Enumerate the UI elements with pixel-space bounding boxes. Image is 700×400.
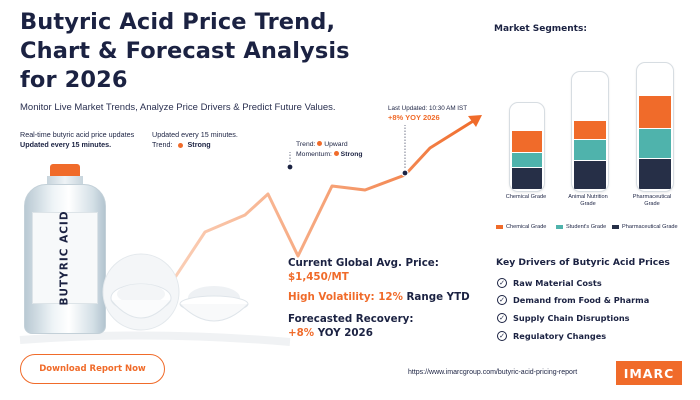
segments-title: Market Segments: <box>494 24 587 34</box>
segment-label-1-line2: Grade <box>580 200 596 207</box>
driver-label: Regulatory Changes <box>513 331 607 341</box>
trend-annotation: Trend: Upward Momentum: Strong <box>296 140 363 159</box>
segment-label-chemical: Chemical Grade <box>494 194 558 201</box>
realtime-line-2: Updated every 15 minutes. <box>20 140 112 149</box>
volatility-label: High Volatility: 12% <box>288 291 403 303</box>
imarc-logo: IMARC <box>616 361 682 385</box>
segment-fill-n <box>574 161 606 189</box>
update-trend-value: Strong <box>187 140 211 149</box>
trend-arrowhead-icon <box>468 115 482 127</box>
segment-fill-t <box>574 140 606 160</box>
title-line-3: for 2026 <box>20 67 128 93</box>
legend-swatch-student <box>556 225 563 229</box>
trend-marker-2 <box>401 169 409 177</box>
realtime-note: Real-time butyric acid price updates Upd… <box>20 130 134 150</box>
crystal-bowl-image <box>179 286 249 322</box>
segment-fill-t <box>512 153 542 167</box>
driver-item: ✓ Demand from Food & Pharma <box>497 295 649 305</box>
bottle-label: BUTYRIC ACID <box>32 210 98 306</box>
segment-label-animal-nutrition: Animal Nutrition Grade <box>556 194 620 207</box>
current-price-value: $1,450/MT <box>288 271 349 283</box>
update-trend-row: Trend: Strong <box>152 140 238 150</box>
trend-annotation-line-1: Trend: Upward <box>296 140 363 150</box>
trend-annotation-label: Trend: <box>296 141 316 148</box>
segment-fill-n <box>639 159 671 189</box>
momentum-label: Momentum: <box>296 150 332 158</box>
price-summary: Current Global Avg. Price: $1,450/MT Hig… <box>288 256 470 340</box>
recovery-label: Forecasted Recovery: <box>288 313 414 325</box>
check-circle-icon: ✓ <box>497 313 507 323</box>
segment-fill-o <box>639 96 671 128</box>
legend-swatch-chemical <box>496 225 503 229</box>
volatility-suffix: Range YTD <box>406 291 470 303</box>
momentum-value: Strong <box>340 150 363 158</box>
volatility-row: High Volatility: 12% Range YTD <box>288 290 470 304</box>
bottle-label-text: BUTYRIC ACID <box>59 210 72 306</box>
realtime-line-1: Real-time butyric acid price updates <box>20 130 135 139</box>
legend-label-chemical: Chemical Grade <box>506 224 547 230</box>
report-url-link[interactable]: https://www.imarcgroup.com/butyric-acid-… <box>408 369 578 376</box>
momentum-dot-icon <box>333 150 339 156</box>
driver-item: ✓ Raw Material Costs <box>497 278 602 288</box>
segment-fill-t <box>639 129 671 158</box>
check-circle-icon: ✓ <box>497 331 507 341</box>
recovery-suffix: YOY 2026 <box>317 327 373 339</box>
page-subtitle: Monitor Live Market Trends, Analyze Pric… <box>20 102 336 113</box>
ground-shadow <box>19 331 291 346</box>
product-bottle-image: BUTYRIC ACID <box>24 164 106 334</box>
update-box: Updated every 15 minutes. Trend: Strong <box>152 130 238 150</box>
legend-swatch-pharmaceutical <box>612 225 619 229</box>
powder-bowl-image <box>102 253 180 331</box>
check-circle-icon: ✓ <box>497 278 507 288</box>
recovery-value: +8% <box>288 327 315 339</box>
update-line: Updated every 15 minutes. <box>152 130 238 139</box>
trend-annotation-dot-icon <box>317 141 323 146</box>
segment-label-2-line2: Grade <box>644 200 660 207</box>
segment-fill-o <box>574 121 606 139</box>
legend-chemical: Chemical Grade <box>496 224 546 230</box>
driver-label: Raw Material Costs <box>513 278 602 288</box>
download-report-button[interactable]: Download Report Now <box>20 354 165 384</box>
legend-label-student: Student's Grade <box>566 224 607 230</box>
drivers-title: Key Drivers of Butyric Acid Prices <box>496 257 670 268</box>
legend-label-pharmaceutical: Pharmaceutical Grade <box>622 224 678 230</box>
last-updated-yoy: +8% YOY 2026 <box>388 113 440 122</box>
bottle-neck <box>47 176 83 186</box>
check-circle-icon: ✓ <box>497 295 507 305</box>
trend-marker-1 <box>286 163 294 171</box>
trend-line <box>129 116 479 302</box>
update-trend-label: Trend: <box>152 140 173 149</box>
legend-pharmaceutical: Pharmaceutical Grade <box>612 224 678 230</box>
segment-fill-o <box>512 131 542 152</box>
driver-item: ✓ Regulatory Changes <box>497 331 606 341</box>
trend-annotation-value: Upward <box>324 141 348 148</box>
bottle-cap <box>50 164 80 177</box>
trend-dot-icon <box>177 142 183 148</box>
driver-label: Supply Chain Disruptions <box>513 313 630 323</box>
segment-label-1-line1: Animal Nutrition <box>568 194 608 200</box>
segment-label-2-line1: Pharmaceutical <box>632 194 672 200</box>
segment-label-pharmaceutical: Pharmaceutical Grade <box>620 194 684 207</box>
title-line-1: Butyric Acid Price Trend, <box>20 9 336 35</box>
last-updated-label: Last Updated: 10:30 AM IST <box>388 105 468 112</box>
trend-annotation-line-2: Momentum: Strong <box>296 150 363 160</box>
recovery-row: +8% YOY 2026 <box>288 326 470 340</box>
driver-item: ✓ Supply Chain Disruptions <box>497 313 630 323</box>
segment-cylinder <box>571 71 609 192</box>
segment-fill-n <box>512 168 542 189</box>
driver-label: Demand from Food & Pharma <box>513 295 650 305</box>
legend-student: Student's Grade <box>556 224 606 230</box>
current-price-label: Current Global Avg. Price: <box>288 257 439 269</box>
last-updated-annotation: Last Updated: 10:30 AM IST +8% YOY 2026 <box>388 104 467 122</box>
segment-cylinder <box>636 62 674 192</box>
page-title: Butyric Acid Price Trend, Chart & Foreca… <box>20 8 400 95</box>
segment-label-0-line1: Chemical Grade <box>505 194 547 200</box>
title-line-2: Chart & Forecast Analysis <box>20 38 350 64</box>
segment-cylinder <box>509 102 545 192</box>
